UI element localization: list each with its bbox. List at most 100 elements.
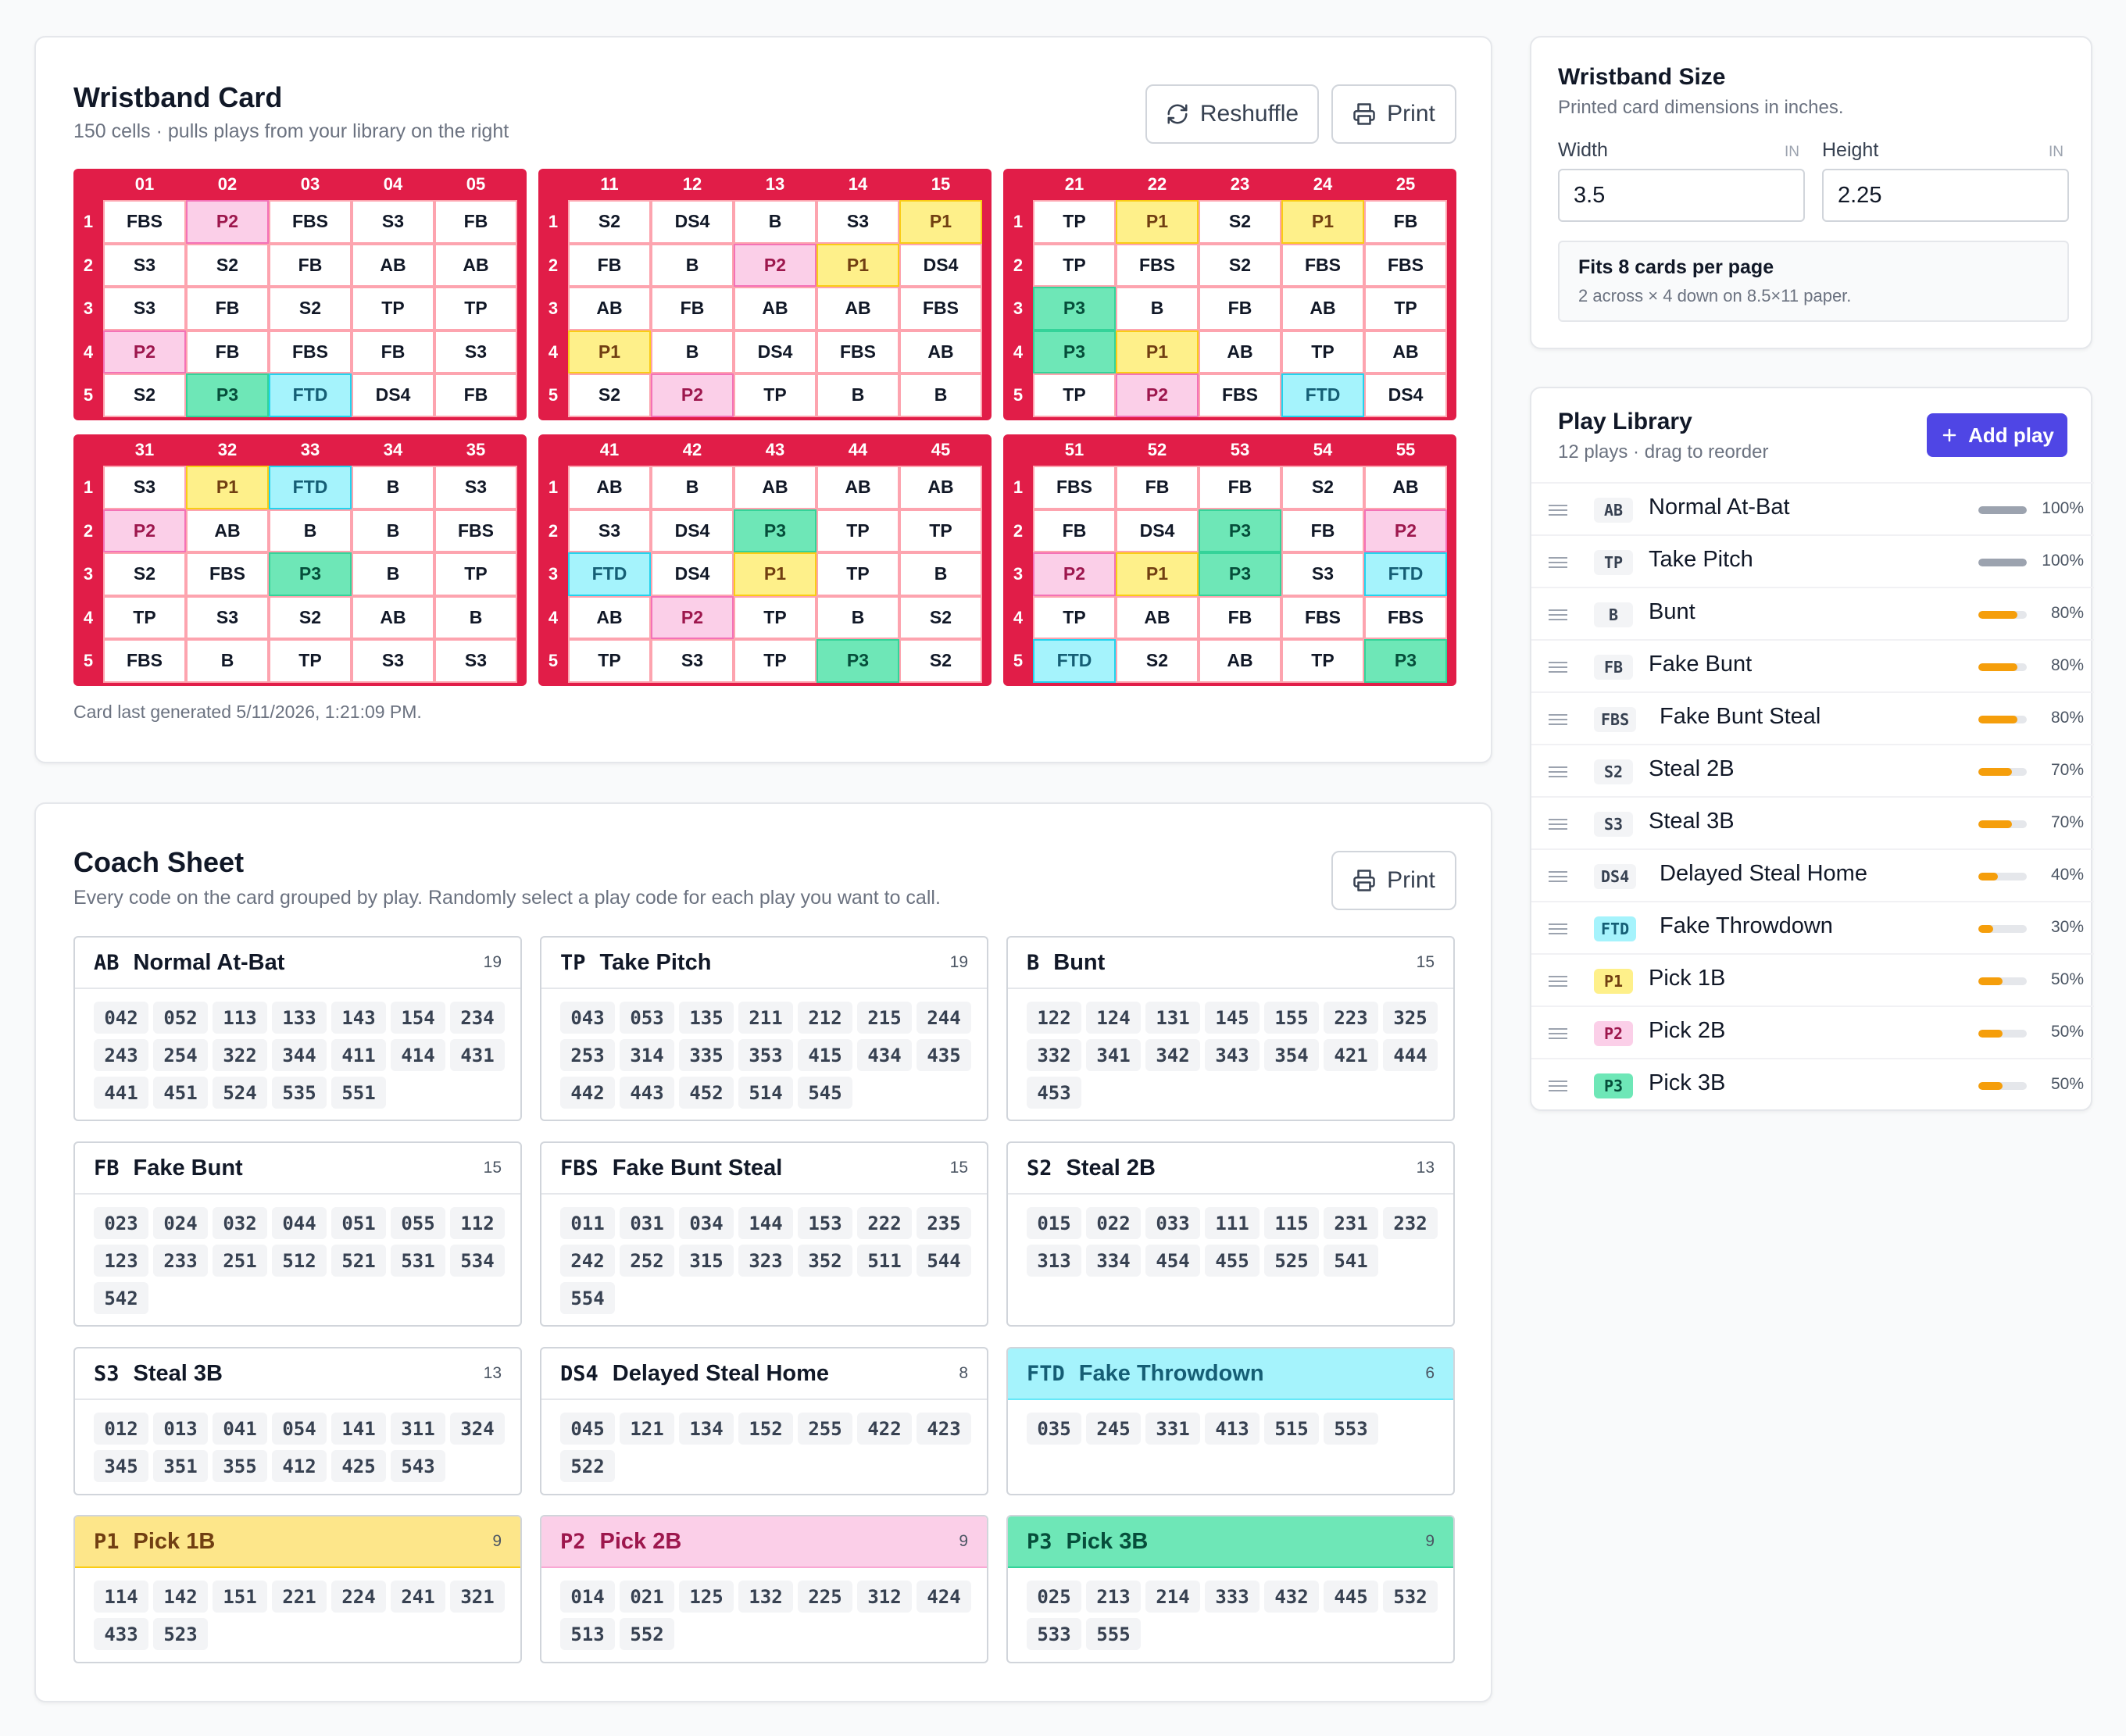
grid-column-header: 14 [848, 174, 868, 194]
drag-handle-icon[interactable] [1549, 1081, 1567, 1091]
play-library-item[interactable]: P2 Pick 2B 50% [1531, 1006, 2094, 1058]
grid-cell: S2 [1116, 639, 1199, 683]
height-input[interactable]: 2.25 [1822, 169, 2069, 222]
play-code-chip: 534 [450, 1245, 505, 1277]
play-code-chip: 314 [620, 1039, 674, 1071]
grid-cell: S2 [103, 552, 186, 596]
drag-handle-icon[interactable] [1549, 819, 1567, 830]
grid-cell: S3 [103, 243, 186, 287]
drag-handle-icon[interactable] [1549, 766, 1567, 777]
grid-cell: B [651, 330, 734, 373]
grid-cell: P1 [1281, 200, 1364, 244]
play-group-header: S2 Steal 2B 13 [1008, 1143, 1453, 1195]
play-code-chip: 023 [94, 1207, 148, 1239]
width-unit: IN [1785, 144, 1799, 160]
drag-handle-icon[interactable] [1549, 976, 1567, 987]
grid-cell: S2 [269, 595, 352, 639]
play-group-code: AB [94, 950, 120, 975]
drag-handle-icon[interactable] [1549, 557, 1567, 568]
play-code-chip: 223 [1324, 1002, 1378, 1034]
card-print-button[interactable]: Print [1331, 84, 1456, 144]
width-input[interactable]: 3.5 [1558, 169, 1805, 222]
grid-column-header: 25 [1395, 174, 1416, 194]
grid-row-number: 4 [83, 341, 94, 362]
grid-cell: AB [1199, 639, 1281, 683]
play-library-item[interactable]: P3 Pick 3B 50% [1531, 1058, 2094, 1110]
grid-column-header: 31 [134, 440, 155, 459]
grid-cell: AB [1281, 287, 1364, 330]
play-code-chip: 033 [1145, 1207, 1200, 1239]
play-library-item[interactable]: S3 Steal 3B 70% [1531, 796, 2094, 848]
play-code-chip: 025 [1027, 1581, 1081, 1613]
play-library-item[interactable]: S2 Steal 2B 70% [1531, 744, 2094, 796]
grid-row-number: 4 [1013, 341, 1024, 362]
grid-column-header: 33 [300, 440, 320, 459]
reshuffle-button[interactable]: Reshuffle [1145, 84, 1319, 144]
grid-cell: FB [269, 243, 352, 287]
play-name: Pick 2B [1649, 1018, 1726, 1043]
play-group-ab: AB Normal At-Bat 19 042 052 113 133 143 154 234 24… [73, 936, 522, 1121]
grid-cell: TP [434, 552, 517, 596]
drag-handle-icon[interactable] [1549, 1028, 1567, 1039]
play-library-item[interactable]: FB Fake Bunt 80% [1531, 639, 2094, 691]
grid-cell: FBS [1033, 466, 1116, 509]
grid-cell: FB [1281, 509, 1364, 552]
grid-cell: TP [899, 509, 982, 552]
play-code-chip: 011 [560, 1207, 615, 1239]
play-weight-percent: 40% [2050, 866, 2084, 884]
grid-cell: P1 [734, 552, 816, 596]
play-library-item[interactable]: AB Normal At-Bat 100% [1531, 482, 2094, 534]
play-code-chip: 042 [94, 1002, 148, 1034]
grid-cell: FBS [434, 509, 517, 552]
play-group-header: FTD Fake Throwdown 6 [1008, 1348, 1453, 1400]
grid-cell: DS4 [1364, 373, 1447, 417]
play-code-chip: 032 [213, 1207, 267, 1239]
grid-cell: B [269, 509, 352, 552]
grid-cell: AB [1199, 330, 1281, 373]
play-code-chip: 242 [560, 1245, 615, 1277]
play-library-item[interactable]: P1 Pick 1B 50% [1531, 953, 2094, 1006]
play-library-item[interactable]: DS4 Delayed Steal Home 40% [1531, 848, 2094, 901]
grid-row-number: 5 [548, 385, 559, 405]
play-group-count: 9 [492, 1532, 502, 1550]
play-library-panel: Play Library 12 plays · drag to reorder … [1530, 387, 2094, 1111]
drag-handle-icon[interactable] [1549, 505, 1567, 516]
play-code-chip: 554 [560, 1282, 615, 1314]
play-library-item[interactable]: FBS Fake Bunt Steal 80% [1531, 691, 2094, 744]
wristband-grid: 11 12 13 14 15 1 S2 DS4 B S3 P1 2 FB B P2 P1 DS4 3 AB FB AB A… [538, 169, 992, 420]
grid-cell: S2 [186, 243, 269, 287]
play-code-chip: 123 [94, 1245, 148, 1277]
play-group-count: 6 [1425, 1364, 1435, 1382]
play-code-chip: 551 [331, 1077, 386, 1109]
drag-handle-icon[interactable] [1549, 662, 1567, 673]
grid-cell: S3 [352, 639, 434, 683]
play-code-chip: 224 [331, 1581, 386, 1613]
play-library-item[interactable]: TP Take Pitch 100% [1531, 534, 2094, 587]
wristband-grid: 31 32 33 34 35 1 S3 P1 FTD B S3 2 P2 AB B B FBS 3 S2 FBS P3 B… [73, 434, 527, 686]
grid-cell: B [651, 466, 734, 509]
grid-row-number: 3 [1013, 564, 1024, 584]
wristband-card-subtitle: 150 cells · pulls plays from your librar… [73, 120, 509, 142]
play-code-chip: 122 [1027, 1002, 1081, 1034]
grid-cell: TP [1281, 639, 1364, 683]
play-code-chip: 511 [857, 1245, 912, 1277]
drag-handle-icon[interactable] [1549, 923, 1567, 934]
play-code-chip: 355 [213, 1450, 267, 1482]
drag-handle-icon[interactable] [1549, 871, 1567, 882]
grid-cell: DS4 [651, 552, 734, 596]
play-library-item[interactable]: B Bunt 80% [1531, 587, 2094, 639]
play-code-chip: 334 [1086, 1245, 1141, 1277]
coach-print-button[interactable]: Print [1331, 851, 1456, 910]
play-library-item[interactable]: FTD Fake Throwdown 30% [1531, 901, 2094, 953]
wristband-grid: 41 42 43 44 45 1 AB B AB AB AB 2 S3 DS4 P3 TP TP 3 FTD DS4 P… [538, 434, 992, 686]
play-group-count: 13 [1416, 1159, 1435, 1177]
drag-handle-icon[interactable] [1549, 714, 1567, 725]
play-group-code: P2 [560, 1529, 586, 1554]
grid-cell: TP [734, 595, 816, 639]
play-code-chip: 221 [272, 1581, 327, 1613]
drag-handle-icon[interactable] [1549, 609, 1567, 620]
add-play-button[interactable]: Add play [1927, 413, 2067, 457]
grid-column-header: 22 [1147, 174, 1167, 194]
fit-note: Fits 8 cards per page 2 across × 4 down … [1558, 241, 2069, 322]
play-code-chip: 225 [798, 1581, 852, 1613]
